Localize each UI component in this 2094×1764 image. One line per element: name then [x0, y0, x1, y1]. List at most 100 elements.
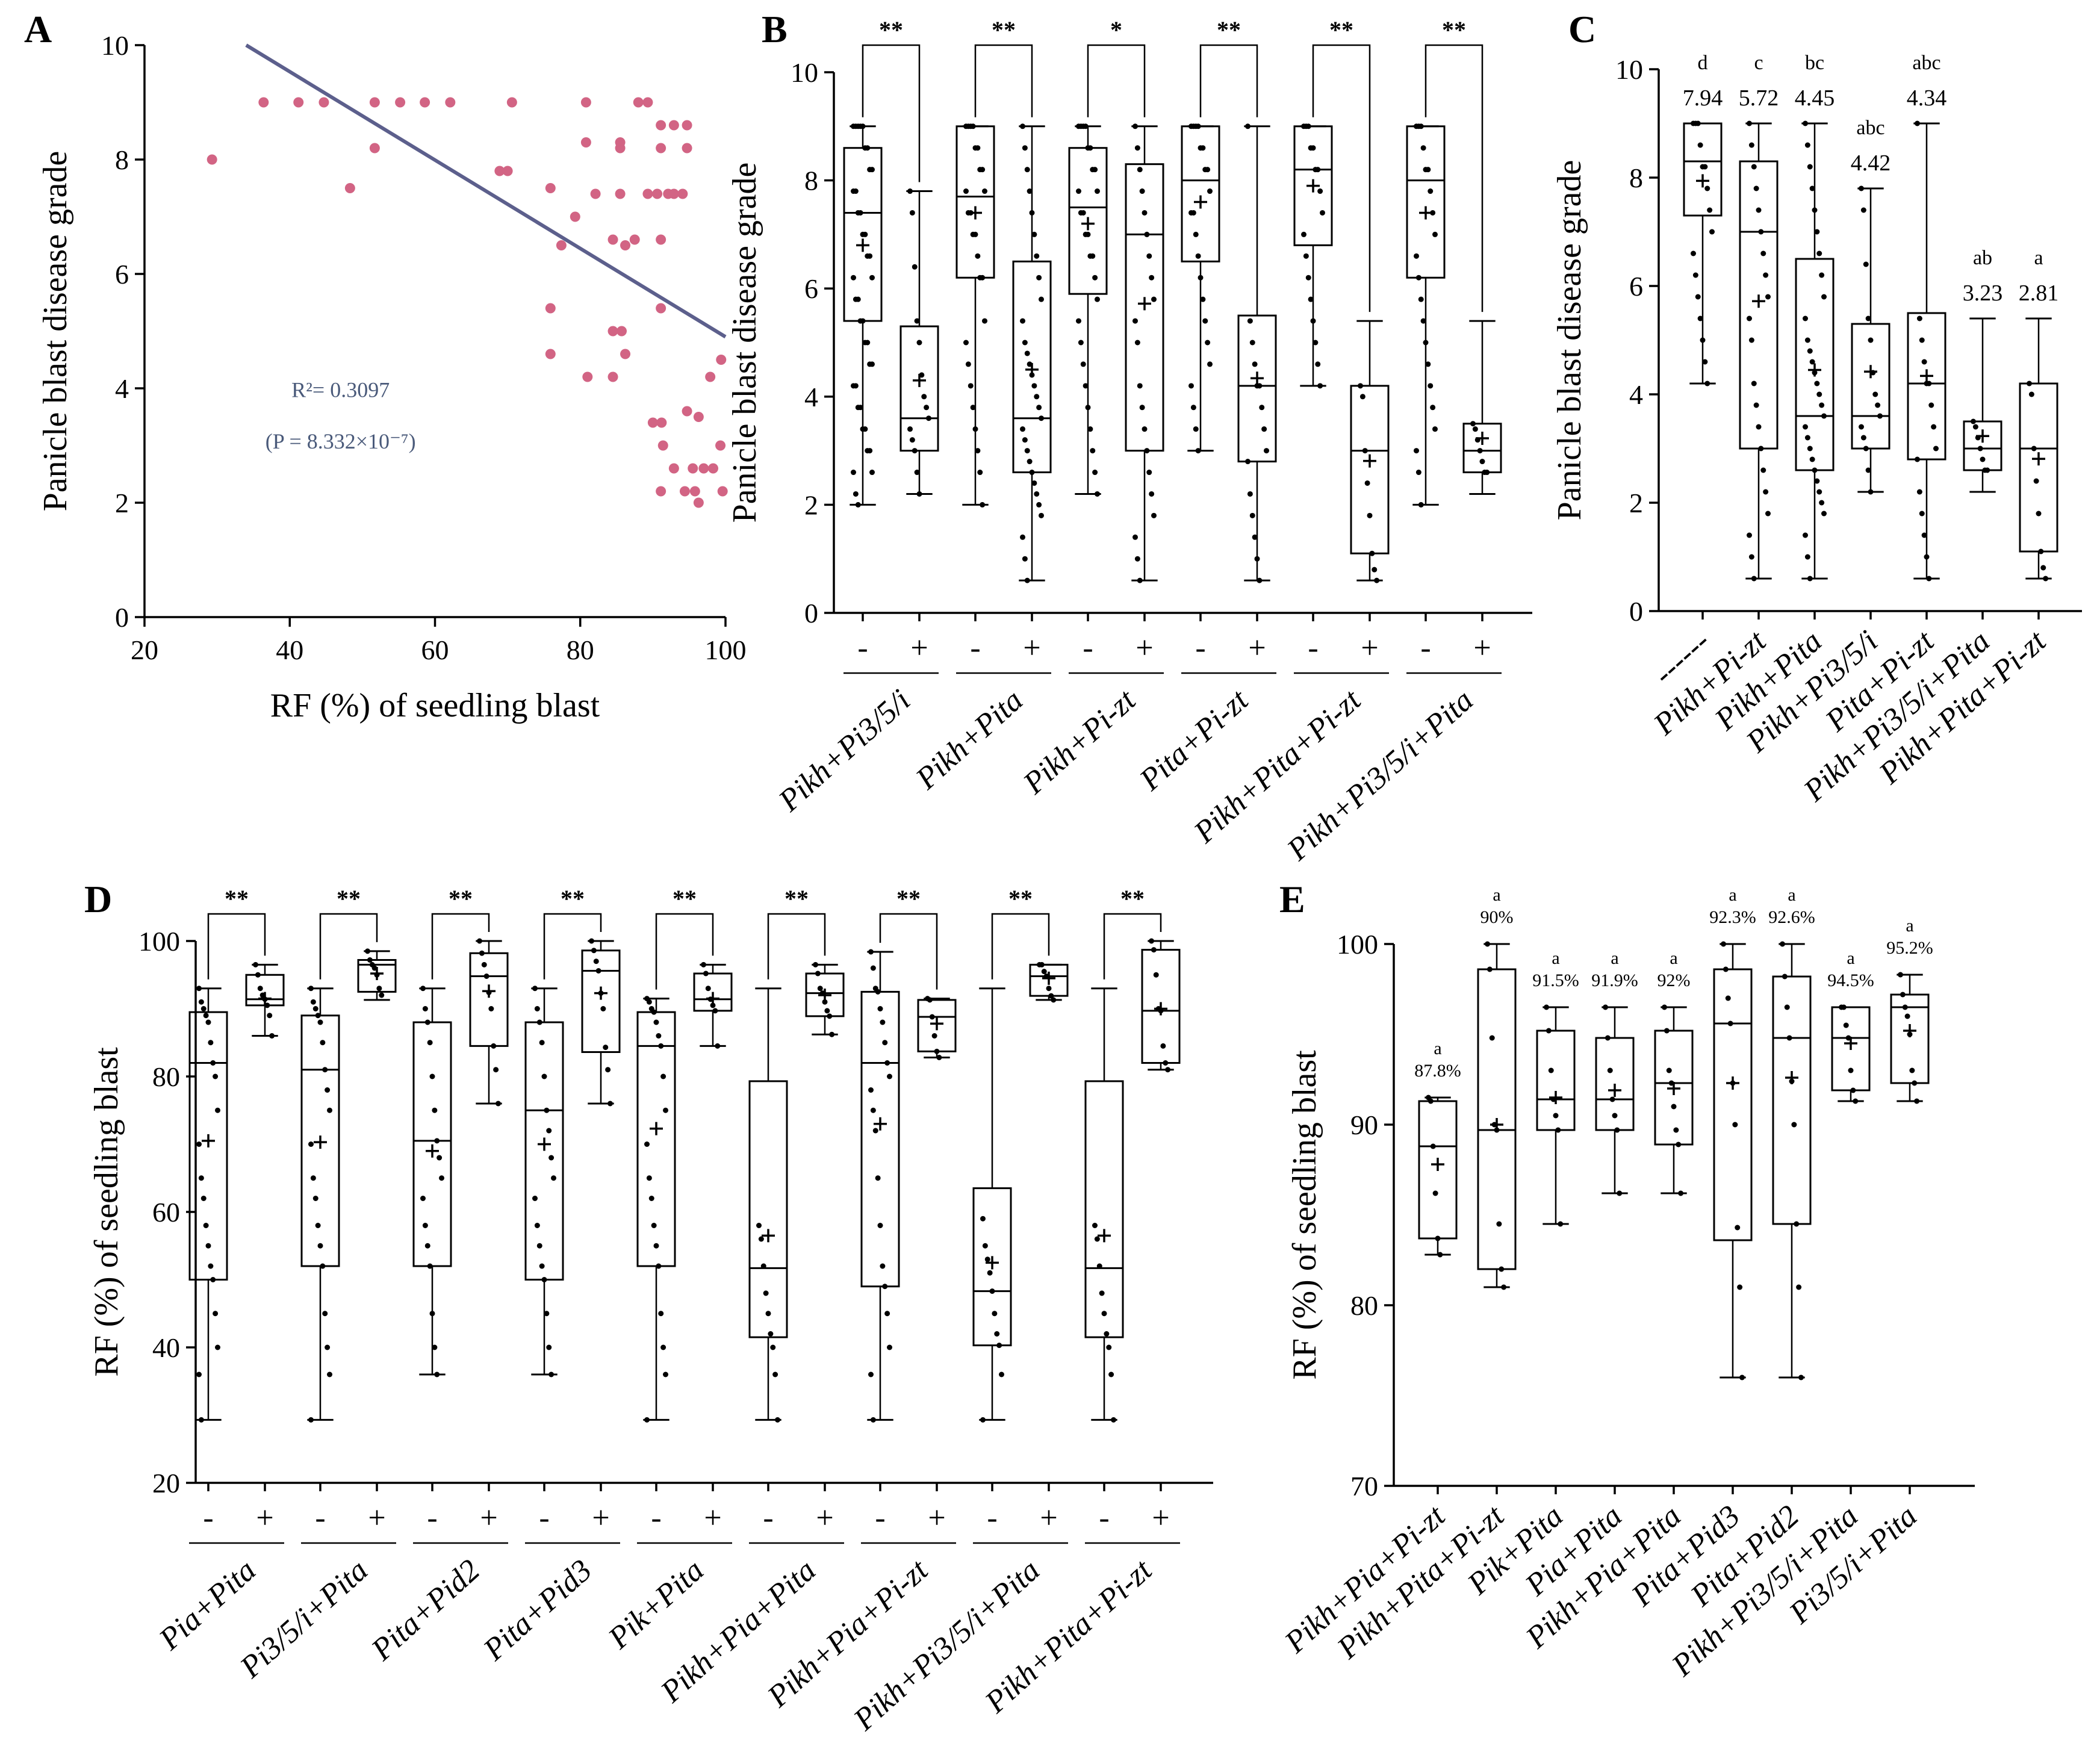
panel-d-box-minus-iqr-box [412, 1021, 452, 1267]
panel-b-box-minus-data-point [968, 383, 974, 389]
panel-d-box-minus-data-point [200, 1006, 207, 1011]
panel-a-scatter-point [590, 188, 601, 199]
panel-d-box-minus-data-point [887, 1344, 892, 1350]
panel-b-box-minus-data-point [862, 231, 868, 237]
panel-e-box-mean-marker [1726, 1076, 1739, 1090]
panel-d-box-plus-data-point [593, 958, 599, 964]
panel-a-scatter-point [258, 97, 269, 108]
panel-e-letter-label: a [1788, 885, 1795, 905]
panel-a-scatter-point [647, 417, 658, 428]
panel-d-box-minus-iqr-box [524, 1021, 564, 1281]
panel-b-box-plus-data-point [1027, 459, 1033, 465]
panel-d-box-minus-data-point [325, 1087, 331, 1093]
panel-a-scatter: A 0 2 4 6 8 10 Panicle blast disease grade 20 40 6… [24, 8, 747, 724]
panel-e-box-data-point [1496, 1221, 1502, 1227]
panel-d-box-plus-data-point [600, 1006, 606, 1011]
panel-b-box-plus-data-point [907, 188, 913, 194]
panel-b-box-minus-data-point [975, 253, 981, 259]
panel-e-mean-label: 94.5% [1827, 971, 1874, 990]
panel-b-box-plus-data-point [1252, 361, 1258, 367]
panel-b-box-minus-data-point [1414, 253, 1419, 259]
panel-e-box-data-point [1843, 1022, 1849, 1028]
panel-d-box-minus-data-point [308, 986, 314, 992]
panel-c-mean-label: 4.42 [1851, 151, 1891, 176]
panel-c-letter-label: bc [1805, 52, 1824, 74]
panel-c-box-data-point [1807, 164, 1813, 170]
panel-d-box-minus-data-point [658, 1311, 664, 1317]
panel-b-box-plus-data-point [1134, 556, 1140, 562]
panel-a-scatter-point [369, 97, 380, 108]
panel-c-box-data-point [1819, 500, 1825, 506]
panel-a-scatter-point [656, 303, 666, 314]
panel-b-box-minus-data-point [1087, 145, 1093, 151]
panel-d-box-plus-iqr-box [469, 952, 509, 1047]
panel-d-group-label: Pita+Pid3 [477, 1553, 598, 1668]
panel-d-y-tick-label: 20 [152, 1468, 180, 1498]
panel-d-box-minus-data-point [877, 1223, 883, 1228]
panel-e-box-data-point [1912, 1080, 1918, 1086]
panel-d-box-plus-data-point [365, 948, 370, 954]
panel-e-box-data-point [1723, 966, 1729, 972]
panel-b-box-plus-data-point [1134, 340, 1140, 346]
panel-b-y-tick-label: 0 [804, 598, 818, 629]
panel-a-scatter-point [344, 183, 355, 193]
panel-d-box-minus-data-point [198, 1417, 204, 1423]
panel-c-box-data-point [1804, 554, 1810, 560]
panel-c-box-data-point [1748, 554, 1754, 560]
panel-e-y-tick-label: 70 [1350, 1471, 1378, 1502]
panel-b-box-minus-data-point [1193, 426, 1199, 432]
panel-d-box-plus-data-point [705, 986, 711, 992]
panel-e-box-data-point [1737, 1284, 1743, 1290]
panel-c-box-data-point [1747, 315, 1752, 321]
panel-b-y-tick-label: 4 [804, 382, 818, 412]
panel-d-box-plus-data-point [934, 1048, 940, 1054]
panel-e-box-mean-marker [1667, 1082, 1680, 1095]
panel-d-box-minus-data-point [327, 1371, 332, 1377]
panel-d-box-minus-iqr-box [972, 1187, 1012, 1347]
panel-d-box-plus-data-point [479, 950, 485, 956]
panel-c-box-data-point [1928, 402, 1934, 408]
panel-d-significance-label: ** [561, 885, 585, 912]
panel-b-box-plus-data-point [1039, 415, 1044, 421]
panel-b-box-minus-data-point [1095, 491, 1100, 497]
panel-b-label: B [762, 8, 788, 51]
panel-a-scatter-point [607, 371, 618, 382]
panel-e-box-data-point [1902, 1004, 1908, 1010]
panel-c-box-data-point [1919, 511, 1925, 517]
panel-b-box-minus-data-point [869, 361, 875, 367]
panel-b-box-plus-data-point [1024, 350, 1030, 356]
panel-d-box-plus-data-point [703, 971, 709, 977]
panel-c-box-data-point [1807, 576, 1813, 582]
panel-c-box-data-point [2036, 511, 2042, 517]
panel-d-box-minus-data-point [872, 1128, 878, 1134]
panel-b-significance-label: ** [1217, 16, 1241, 43]
panel-d-box-plus-data-point [257, 986, 263, 992]
panel-b-box-minus-data-point [963, 188, 969, 194]
panel-d-box-plus-mean-marker [930, 1017, 943, 1031]
panel-b-box-minus-data-point [1423, 340, 1429, 346]
panel-c-box-data-point [1807, 348, 1813, 354]
panel-d-significance-label: ** [337, 885, 361, 912]
panel-c-box-data-point [1765, 511, 1771, 517]
panel-b-box-plus-data-point [1022, 340, 1028, 346]
panel-d-box-minus-data-point [653, 1243, 659, 1249]
panel-b-box-plus-data-point [1149, 275, 1155, 281]
panel-c-box-data-point [1804, 142, 1810, 148]
panel-b-box-minus-data-point [867, 253, 873, 259]
panel-c-mean-label: 3.23 [1963, 281, 2003, 306]
panel-b-box-plus-data-point [1024, 167, 1030, 173]
panel-d-significance-bracket [879, 913, 938, 990]
panel-b-boxplot: B 0 2 4 6 8 10 Panicle blast disease grade ** - + P… [726, 8, 1532, 868]
panel-b-box-minus-data-point [1315, 167, 1321, 173]
panel-d-box-minus-data-point [1108, 1371, 1114, 1377]
panel-d-box-minus-data-point [656, 1033, 662, 1039]
panel-d-significance-bracket [207, 913, 266, 980]
panel-b-box-plus-data-point [1249, 340, 1255, 346]
panel-c-box-data-point [1919, 337, 1925, 343]
panel-b-box-minus-data-point [970, 123, 976, 129]
panel-d-box-minus-data-point [875, 1175, 881, 1181]
panel-d-box-minus-data-point [196, 1141, 202, 1147]
panel-b-box-minus-data-point [1305, 275, 1311, 281]
panel-d-box-plus-data-point [1151, 947, 1157, 953]
panel-d-box-minus-data-point [198, 999, 204, 1005]
